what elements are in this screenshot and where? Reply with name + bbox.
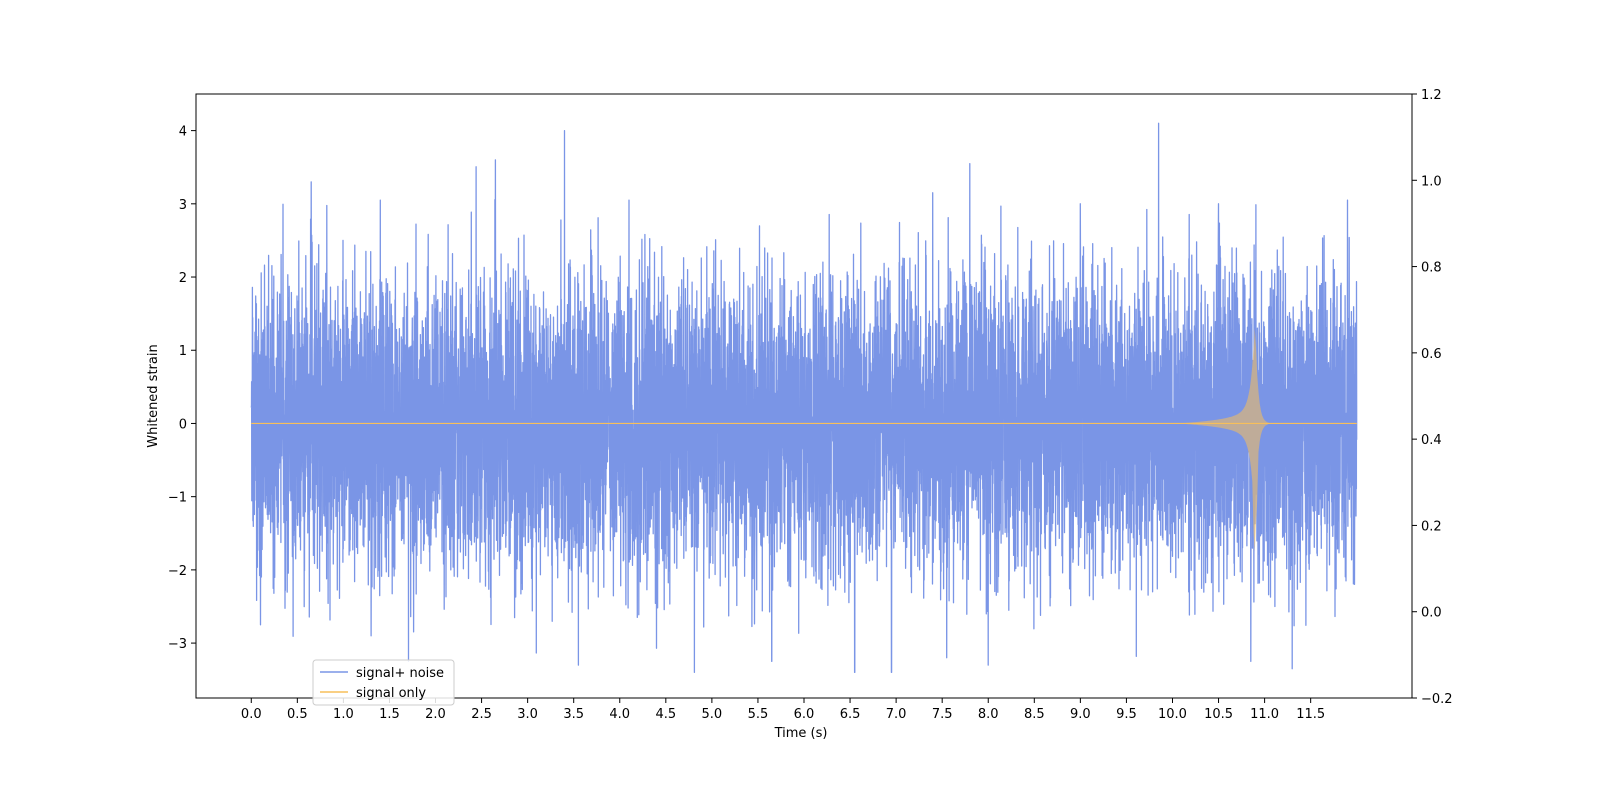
- series-signal-noise: [250, 122, 1358, 674]
- x-tick-label: 8.0: [978, 707, 999, 722]
- legend-label-signal-only: signal only: [356, 686, 426, 701]
- y2-tick-label: 0.6: [1421, 347, 1442, 362]
- y-axis-label: Whitened strain: [146, 344, 161, 447]
- y-tick-label: 0: [179, 417, 187, 432]
- y-tick-label: −2: [168, 564, 187, 579]
- x-tick-label: 11.5: [1296, 707, 1325, 722]
- legend-label-signal-noise: signal+ noise: [356, 666, 444, 681]
- y-tick-label: 3: [179, 198, 187, 213]
- y-tick-label: −3: [168, 637, 187, 652]
- y2-tick-label: 0.0: [1421, 606, 1442, 621]
- legend: signal+ noise signal only: [312, 659, 455, 706]
- legend-box: [312, 659, 455, 706]
- y2-tick-label: 1.0: [1421, 174, 1442, 189]
- x-tick-label: 5.0: [702, 707, 723, 722]
- x-tick-label: 9.0: [1070, 707, 1091, 722]
- x-tick-label: 3.0: [517, 707, 538, 722]
- y2-tick-label: 0.4: [1421, 433, 1442, 448]
- y-tick-label: 2: [179, 271, 187, 286]
- x-tick-label: 7.0: [886, 707, 907, 722]
- x-tick-label: 11.0: [1250, 707, 1279, 722]
- x-tick-label: 1.0: [333, 707, 354, 722]
- x-tick-label: 0.5: [287, 707, 308, 722]
- x-tick-label: 10.0: [1158, 707, 1187, 722]
- x-tick-label: 7.5: [932, 707, 953, 722]
- x-tick-label: 2.5: [471, 707, 492, 722]
- x-tick-label: 4.5: [655, 707, 676, 722]
- y2-tick-label: −0.2: [1421, 692, 1453, 707]
- x-tick-label: 0.0: [241, 707, 262, 722]
- signal-noise-line: [250, 122, 1358, 674]
- x-tick-label: 3.5: [563, 707, 584, 722]
- x-tick-label: 4.0: [609, 707, 630, 722]
- x-tick-label: 9.5: [1116, 707, 1137, 722]
- x-tick-label: 5.5: [748, 707, 769, 722]
- y2-tick-label: 0.2: [1421, 519, 1442, 534]
- y-tick-label: 1: [179, 344, 187, 359]
- x-tick-label: 6.5: [840, 707, 861, 722]
- y-tick-label: −1: [168, 491, 187, 506]
- y-axis-left: −3 −2 −1 0 1 2 3 4: [168, 125, 196, 652]
- y-axis-right: −0.2 0.0 0.2 0.4 0.6 0.8 1.0 1.2: [1412, 88, 1453, 707]
- y-tick-label: 4: [179, 125, 187, 140]
- x-tick-label: 10.5: [1204, 707, 1233, 722]
- x-axis: 0.0 0.5 1.0 1.5 2.0 2.5 3.0 3.5 4.0 4.5 5.0 5.5 6.0 6…: [241, 698, 1325, 722]
- series-signal-only: [251, 328, 1357, 552]
- x-axis-label: Time (s): [774, 726, 828, 741]
- y2-tick-label: 0.8: [1421, 261, 1442, 276]
- x-tick-label: 6.0: [794, 707, 815, 722]
- x-tick-label: 1.5: [379, 707, 400, 722]
- x-tick-label: 2.0: [425, 707, 446, 722]
- y2-tick-label: 1.2: [1421, 88, 1442, 103]
- x-tick-label: 8.5: [1024, 707, 1045, 722]
